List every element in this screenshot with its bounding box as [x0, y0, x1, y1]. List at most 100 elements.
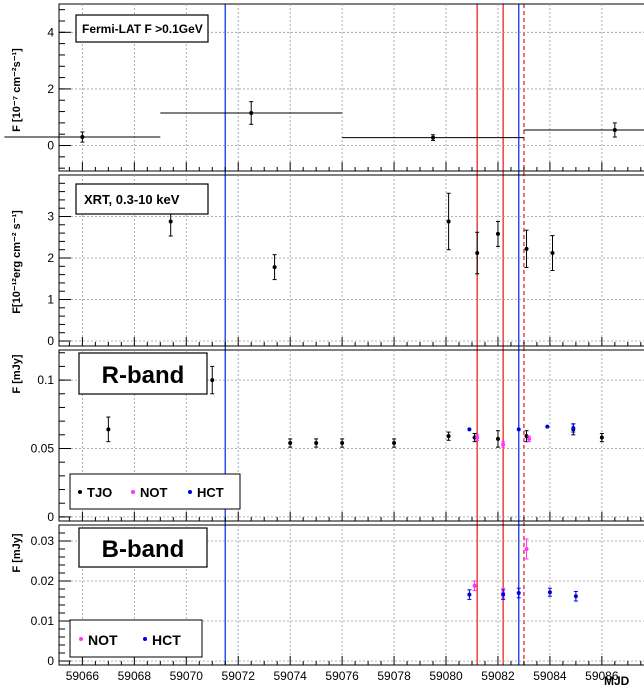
legend-not-marker	[131, 490, 135, 494]
bband-hct-point-0	[467, 592, 472, 597]
bband-hct-point-1	[501, 592, 506, 597]
legend-hct-marker	[143, 637, 147, 641]
bband-hct-point-3	[547, 590, 552, 595]
fermi-s0-point-1	[249, 110, 254, 115]
bband-y-tick-label: 0.03	[31, 534, 55, 548]
x-tick-label-4: 59074	[273, 669, 307, 683]
fermi-label: Fermi-LAT F >0.1GeV	[82, 22, 203, 36]
rband-legend-box	[69, 473, 241, 510]
fermi-panel: 0 2 4 Fermi-LAT F >0.1GeV F [10⁻⁷ cm⁻²s⁻¹]	[4, 3, 644, 172]
rband-tjo-point-11	[599, 435, 604, 440]
x-tick-label-9: 59084	[533, 669, 567, 683]
bband-y-tick-label: 0.02	[31, 574, 55, 588]
rband-tjo-point-1	[210, 378, 215, 383]
fermi-s0-point-2	[431, 135, 436, 140]
x-tick-label-7: 59080	[429, 669, 463, 683]
bband-y-tick-label: 0.01	[31, 614, 55, 628]
rband-ticks: 0 0.05 0.1	[31, 352, 642, 524]
fermi-s0-point-0	[80, 135, 85, 140]
bband-panel: 0 0.01 0.02 0.03 B-band NOT HCT F [mJy]	[11, 524, 644, 668]
rband-panel-frame	[58, 349, 644, 522]
rband-hct-point-2	[545, 424, 550, 429]
rband-not-point-2	[527, 436, 532, 441]
rband-tjo-point-9	[524, 434, 529, 439]
x-tick-label-0: 59066	[66, 669, 100, 683]
xrt-s0-point-1	[272, 265, 277, 270]
xrt-s0-point-5	[524, 246, 529, 251]
x-tick-label-2: 59070	[170, 669, 204, 683]
x-tick-label-6: 59078	[377, 669, 411, 683]
x-tick-label-10: 59086	[585, 669, 619, 683]
fermi-label-box	[75, 14, 209, 43]
rband-not-point-1	[501, 442, 506, 447]
xrt-ticks: 0 1 2 3	[47, 182, 642, 348]
x-tick-label-3: 59072	[222, 669, 256, 683]
bband-y-tick-label: 0	[47, 654, 54, 668]
rband-hct-point-0	[467, 427, 472, 432]
bband-not-point-2	[524, 547, 529, 551]
rband-tjo-point-5	[392, 441, 397, 446]
legend-tjo-label: TJO	[87, 485, 112, 500]
rband-tjo-point-3	[314, 441, 319, 446]
fermi-y-tick-label: 4	[47, 25, 54, 39]
legend-hct-marker	[188, 490, 192, 494]
rband-tjo-point-2	[288, 441, 293, 446]
fermi-s0-point-3	[612, 127, 617, 132]
legend-not-label: NOT	[140, 485, 168, 500]
xrt-ylabel: F[10⁻¹²erg cm⁻² s⁻¹]	[11, 210, 23, 314]
xrt-data-marks	[168, 192, 555, 281]
legend-tjo-marker	[78, 490, 82, 494]
rband-tjo-point-6	[446, 434, 451, 439]
xrt-panel-frame	[58, 174, 644, 347]
rband-tjo-point-4	[340, 441, 345, 446]
bband-legend: NOT HCT	[79, 632, 181, 648]
x-axis-tick-labels: 59066 59068 59070 59072 59074 59076 59078 59080…	[66, 669, 619, 683]
xrt-s0-point-4	[495, 231, 500, 236]
rband-ylabel: F [mJy]	[11, 354, 23, 393]
rband-label-box	[78, 352, 208, 395]
x-axis-label: MJD	[604, 674, 630, 688]
xrt-y-tick-label: 2	[47, 251, 54, 265]
x-tick-label-8: 59082	[481, 669, 515, 683]
xrt-s0-point-6	[550, 251, 555, 256]
fermi-ylabel: F [10⁻⁷ cm⁻²s⁻¹]	[11, 48, 23, 132]
rband-tjo-point-8	[495, 436, 500, 441]
rband-tjo-point-0	[106, 427, 111, 432]
xrt-grid	[59, 175, 644, 346]
rband-y-tick-label: 0	[47, 510, 54, 524]
rband-y-tick-label: 0.05	[31, 441, 55, 455]
xrt-s0-point-3	[475, 251, 480, 256]
rband-not-point-0	[475, 435, 480, 440]
rband-legend: TJO NOT HCT	[78, 485, 224, 500]
rband-y-tick-label: 0.1	[37, 373, 54, 387]
rband-hct-point-3	[571, 425, 576, 430]
xrt-s0-point-0	[168, 219, 173, 224]
legend-hct-label: HCT	[152, 632, 181, 648]
xrt-y-tick-label: 0	[47, 334, 54, 348]
bband-ylabel: F [mJy]	[11, 533, 23, 572]
legend-not-label: NOT	[88, 632, 118, 648]
bband-ticks: 0 0.01 0.02 0.03	[31, 532, 642, 668]
bband-panel-frame	[58, 524, 644, 666]
rband-label: R-band	[102, 362, 185, 389]
xrt-label-box	[75, 183, 209, 215]
fermi-ticks: 0 2 4	[47, 9, 642, 171]
legend-hct-label: HCT	[197, 485, 224, 500]
fermi-data-marks	[4, 101, 644, 143]
bband-not-point-0	[472, 583, 477, 588]
rband-data-marks	[106, 365, 604, 448]
bband-label: B-band	[102, 536, 185, 563]
xrt-y-tick-label: 3	[47, 210, 54, 224]
fermi-y-tick-label: 2	[47, 82, 54, 96]
xrt-label: XRT, 0.3-10 keV	[84, 192, 180, 207]
bband-legend-box	[69, 619, 203, 658]
rband-hct-point-1	[516, 427, 521, 432]
bband-label-box	[78, 527, 208, 568]
rband-panel: 0 0.05 0.1 R-band TJO NOT HCT F [mJy]	[11, 349, 644, 524]
xrt-y-tick-label: 1	[47, 293, 54, 307]
bband-data-marks	[467, 538, 578, 602]
x-tick-label-1: 59068	[118, 669, 152, 683]
bband-hct-point-2	[516, 591, 521, 595]
xrt-panel: 0 1 2 3 XRT, 0.3-10 keV F[10⁻¹²erg cm⁻² s⁻¹…	[11, 174, 644, 348]
